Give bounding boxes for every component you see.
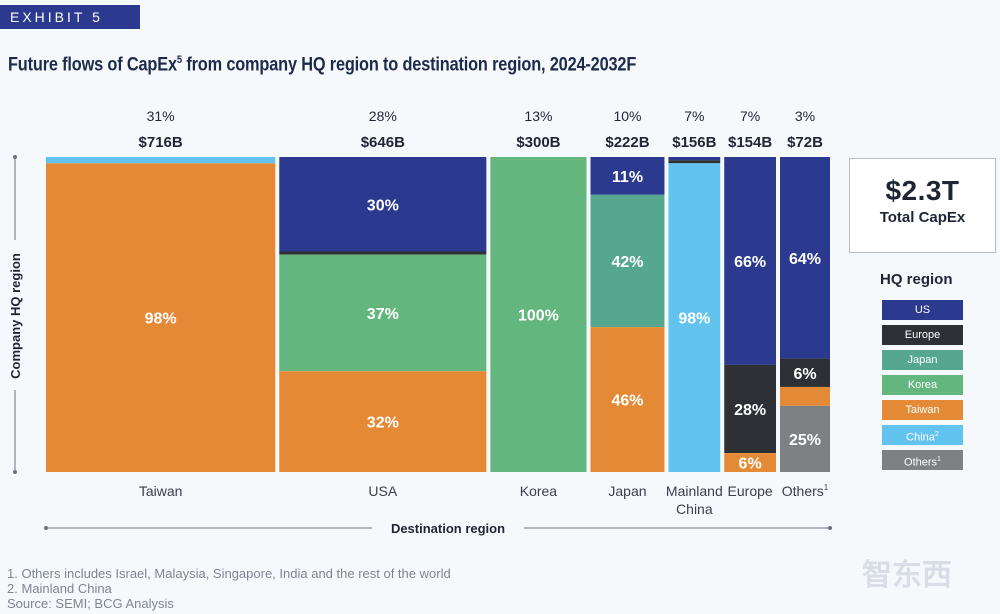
segment-usa-europe (279, 251, 487, 255)
legend-item-china: China2 (882, 425, 963, 445)
segment-others-europe (780, 358, 830, 387)
legend-item-others: Others1 (882, 450, 963, 470)
value-label-mainland-china: $156B (672, 134, 716, 151)
segment-label-usa-taiwan: 32% (367, 415, 399, 432)
segment-label-usa-us: 30% (367, 197, 399, 214)
segment-mainland-china-europe (668, 160, 721, 164)
segment-europe-taiwan (724, 453, 776, 472)
legend-item-us: US (882, 300, 963, 320)
segment-label-others-us: 64% (789, 251, 821, 268)
footnote-1: 1. Others includes Israel, Malaysia, Sin… (7, 566, 451, 581)
segment-label-japan-taiwan: 46% (611, 393, 643, 410)
segment-label-japan-us: 11% (612, 169, 643, 186)
segment-europe-us (724, 157, 776, 365)
segment-taiwan-china (46, 157, 276, 164)
title-main: Future flows of CapEx (8, 54, 177, 76)
legend-title: HQ region (880, 271, 953, 288)
category-label-mainland-china: China (676, 501, 713, 517)
segment-japan-japan (590, 194, 665, 328)
segment-usa-korea (279, 254, 487, 372)
segment-label-japan-japan: 42% (611, 254, 643, 271)
share-label-usa: 28% (369, 108, 397, 124)
exhibit-label: EXHIBIT 5 (0, 5, 140, 29)
segment-others-us (780, 157, 830, 359)
share-label-others: 3% (795, 108, 815, 124)
y-axis-title: Company HQ region (8, 253, 23, 379)
segment-usa-us (279, 157, 487, 252)
total-value: $2.3T (885, 175, 960, 206)
segment-others-taiwan (780, 386, 830, 406)
segment-japan-us (590, 157, 665, 195)
total-label: Total CapEx (879, 209, 966, 226)
segment-others-others (780, 405, 830, 472)
x-axis-title: Destination region (391, 521, 505, 536)
legend-item-europe: Europe (882, 325, 963, 345)
segment-label-europe-us: 66% (734, 254, 766, 271)
title-footnote-ref: 5 (176, 54, 182, 66)
chart-title: Future flows of CapEx5 from company HQ r… (8, 54, 636, 76)
category-label-mainland-china: Mainland (666, 483, 723, 499)
x-axis-end-right (828, 526, 832, 530)
legend-item-taiwan: Taiwan (882, 400, 963, 420)
total-capex-box: $2.3T Total CapEx (849, 158, 996, 253)
footnotes: 1. Others includes Israel, Malaysia, Sin… (7, 566, 451, 611)
footnote-2: 2. Mainland China (7, 581, 112, 596)
value-label-europe: $154B (728, 134, 772, 151)
value-label-korea: $300B (516, 134, 560, 151)
category-label-japan: Japan (608, 483, 646, 499)
segment-label-korea-korea: 100% (518, 308, 559, 325)
segment-label-usa-korea: 37% (367, 306, 399, 323)
share-label-taiwan: 31% (147, 108, 175, 124)
segment-label-europe-taiwan: 6% (739, 456, 762, 473)
value-label-japan: $222B (605, 134, 649, 151)
value-label-usa: $646B (361, 134, 405, 151)
segment-korea-korea (490, 157, 587, 472)
y-axis-label-bg (7, 240, 23, 390)
share-label-mainland-china: 7% (684, 108, 704, 124)
category-label-korea: Korea (520, 483, 558, 499)
segment-europe-europe (724, 364, 776, 454)
source-note: Source: SEMI; BCG Analysis (7, 596, 174, 611)
segment-label-europe-europe: 28% (734, 402, 766, 419)
segment-mainland-china-china (668, 163, 721, 473)
x-axis-label-bg (372, 518, 524, 538)
share-label-japan: 10% (613, 108, 641, 124)
y-axis-end-top (13, 155, 17, 159)
watermark-logo: 智东西 (862, 559, 952, 592)
category-label-europe: Europe (728, 483, 773, 499)
segment-label-others-europe: 6% (793, 366, 816, 383)
legend-item-korea: Korea (882, 375, 963, 395)
y-axis-end-bottom (13, 470, 17, 474)
segment-mainland-china-us (668, 157, 721, 161)
title-rest: from company HQ region to destination re… (181, 54, 637, 76)
x-axis-end-left (44, 526, 48, 530)
category-label-usa: USA (368, 483, 397, 499)
value-label-others: $72B (787, 134, 823, 151)
segment-usa-taiwan (279, 371, 487, 472)
segment-taiwan-taiwan (46, 163, 276, 473)
category-label-taiwan: Taiwan (139, 483, 183, 499)
share-label-europe: 7% (740, 108, 760, 124)
value-label-taiwan: $716B (139, 134, 183, 151)
segment-label-mainland-china-china: 98% (678, 311, 710, 328)
segment-japan-taiwan (590, 327, 665, 472)
category-label-others: Others1 (782, 483, 829, 499)
segment-label-taiwan-taiwan: 98% (145, 311, 177, 328)
share-label-korea: 13% (524, 108, 552, 124)
segment-label-others-others: 25% (789, 432, 821, 449)
legend-item-japan: Japan (882, 350, 963, 370)
